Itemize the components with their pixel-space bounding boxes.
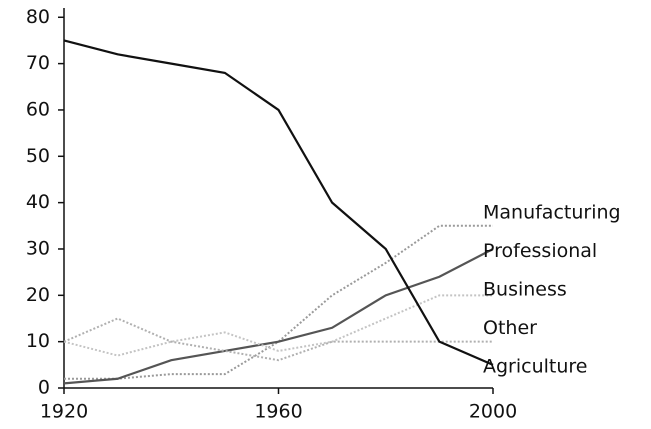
legend-label: Professional xyxy=(483,240,597,262)
legend-label: Other xyxy=(483,317,537,339)
y-tick-label: 40 xyxy=(26,191,50,213)
x-tick-label: 1960 xyxy=(254,401,302,423)
y-tick-label: 80 xyxy=(26,6,50,28)
legend-label: Business xyxy=(483,279,567,301)
y-tick-label: 70 xyxy=(26,52,50,74)
y-tick-label: 50 xyxy=(26,145,50,167)
series-line xyxy=(63,294,493,357)
y-tick-label: 30 xyxy=(26,237,50,259)
y-tick-label: 60 xyxy=(26,98,50,120)
series-line xyxy=(63,247,494,385)
series-line xyxy=(63,317,493,362)
y-tick-label: 0 xyxy=(38,377,50,399)
y-tick-label: 20 xyxy=(26,284,50,306)
legend-label: Agriculture xyxy=(483,356,588,378)
x-tick-label: 1920 xyxy=(40,401,88,423)
x-tick-label: 2000 xyxy=(469,401,517,423)
series-line xyxy=(64,224,493,380)
legend-label: Manufacturing xyxy=(483,202,621,224)
y-tick-label: 10 xyxy=(26,330,50,352)
series-line xyxy=(63,39,494,366)
